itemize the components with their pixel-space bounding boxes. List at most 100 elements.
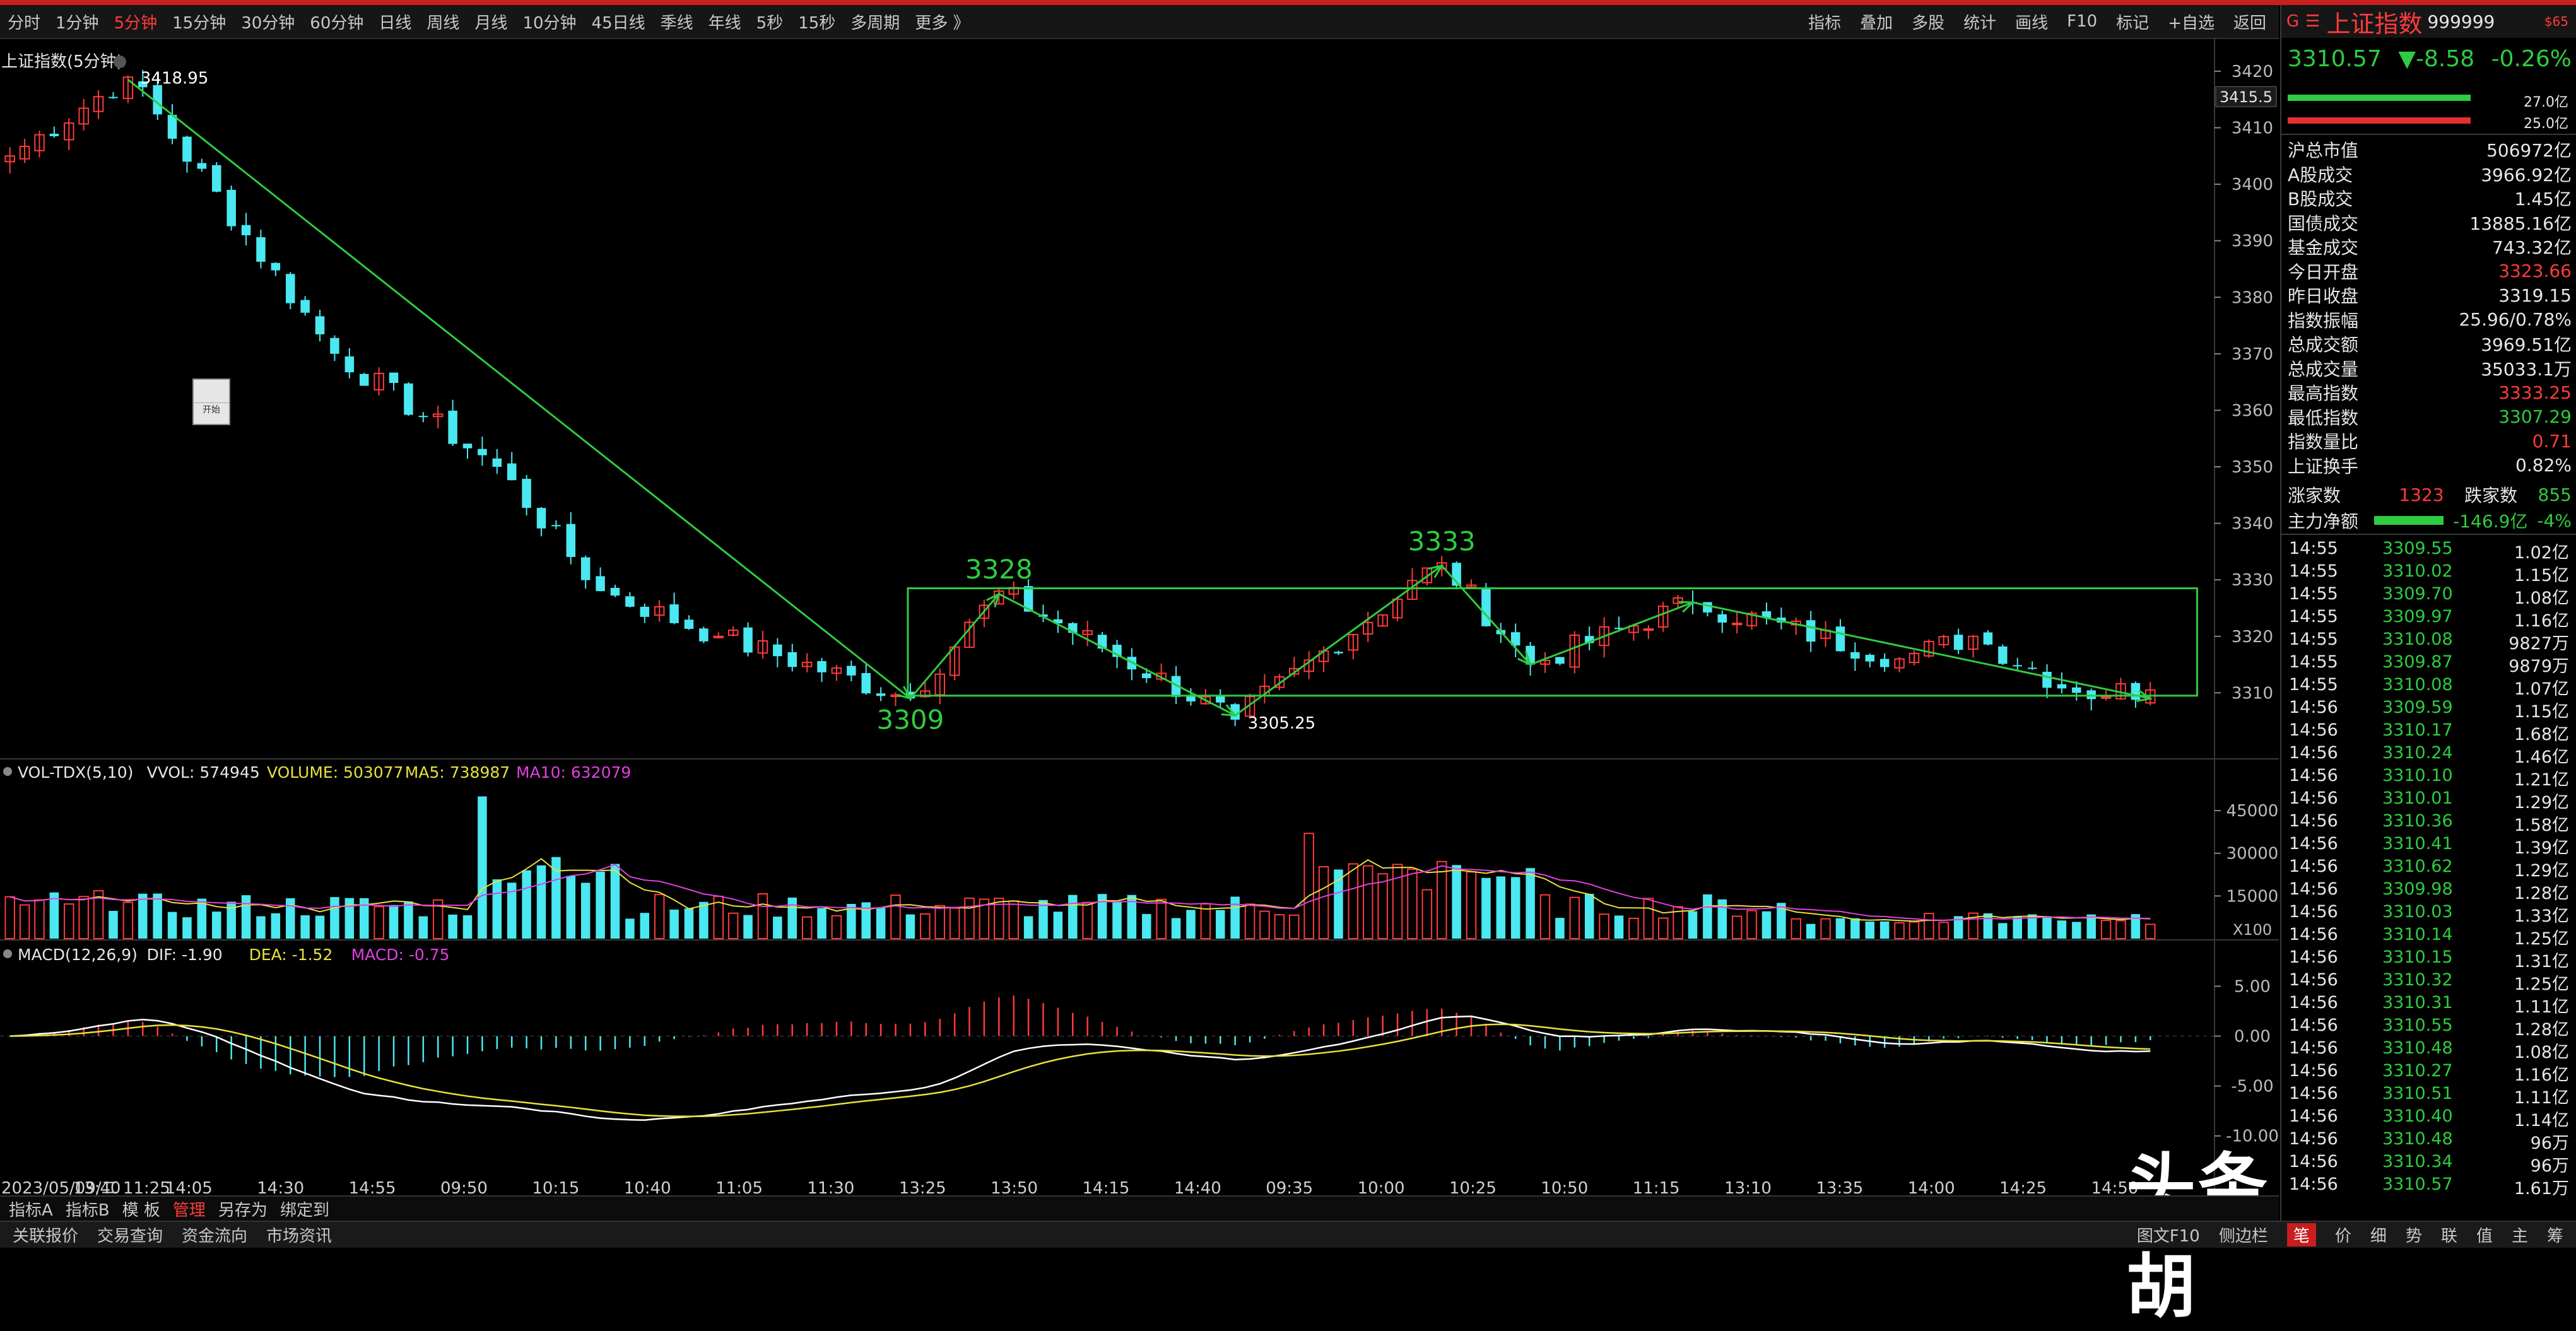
period-tab[interactable]: 45日线: [591, 13, 645, 33]
indicator-tab[interactable]: 指标B: [65, 1200, 110, 1220]
tick-vol: 1.25亿: [2514, 975, 2569, 994]
toolbar-action[interactable]: 多股: [1912, 13, 1945, 33]
menu-lines-icon[interactable]: ☰: [2305, 12, 2320, 31]
tick-price: 3310.14: [2382, 925, 2453, 944]
candle-body: [404, 383, 413, 415]
price-annotation: 3333: [1408, 525, 1476, 556]
volume-bar: [1777, 903, 1786, 939]
candle-body: [492, 458, 502, 467]
toolbar-action[interactable]: +自选: [2168, 13, 2214, 33]
period-tab[interactable]: 10分钟: [522, 13, 577, 33]
period-tab[interactable]: 季线: [660, 13, 693, 33]
side-tab[interactable]: 价: [2334, 1227, 2351, 1246]
time-axis-label: 14:30: [257, 1179, 304, 1195]
start-widget[interactable]: 开始: [192, 378, 230, 425]
stat-value: 1.45亿: [2514, 189, 2572, 209]
status-link[interactable]: 市场资讯: [266, 1227, 332, 1246]
volume-bar: [1938, 922, 1949, 939]
status-link[interactable]: 交易查询: [97, 1227, 163, 1246]
status-right-link[interactable]: 侧边栏: [2218, 1227, 2268, 1246]
title-close-icon: [114, 56, 126, 68]
volume-bar: [19, 904, 30, 939]
period-tab[interactable]: 60分钟: [310, 13, 364, 33]
toolbar-action[interactable]: 指标: [1808, 13, 1842, 33]
candle-body: [551, 525, 561, 527]
time-axis-label: 13:50: [991, 1179, 1038, 1195]
stat-value: 0.71: [2532, 430, 2572, 452]
toolbar-action[interactable]: 画线: [2015, 13, 2049, 33]
trend-arrow-head: [986, 592, 1001, 608]
period-tab[interactable]: 15分钟: [172, 13, 226, 33]
candlestick-chart[interactable]: 3420 3410 3400 3390 3380 3370 3360 3350 3340 3330…: [0, 38, 2279, 1195]
period-tab[interactable]: 日线: [379, 13, 412, 33]
toolbar-action[interactable]: 统计: [1963, 13, 1997, 33]
tick-row: 14:56 3310.17 1.68亿: [2288, 720, 2572, 744]
tick-price: 3309.59: [2382, 698, 2453, 717]
volume-bar: [684, 908, 694, 939]
indicator-tab[interactable]: 模 板: [122, 1200, 160, 1220]
tick-row: 14:55 3309.87 9879万: [2288, 652, 2572, 676]
indicator-tab[interactable]: 绑定到: [279, 1200, 329, 1220]
time-axis-label: 14:15: [1083, 1179, 1130, 1195]
candle-body: [389, 372, 399, 384]
volume-bar: [1569, 896, 1580, 940]
tick-row: 14:56 3310.32 1.25亿: [2288, 970, 2572, 994]
tick-vol: 1.15亿: [2514, 702, 2569, 722]
stat-label: A股成交: [2288, 164, 2353, 185]
period-tab[interactable]: 分时: [8, 13, 41, 33]
volume-bar: [861, 902, 871, 939]
volume-bar: [1053, 912, 1063, 939]
time-axis-label: 10:40: [624, 1179, 671, 1195]
period-tab[interactable]: 30分钟: [241, 13, 295, 33]
indicator-tab[interactable]: 管理: [172, 1200, 206, 1220]
tick-price: 3310.08: [2382, 630, 2453, 649]
period-tab[interactable]: 1分钟: [56, 13, 99, 33]
indicator-tab[interactable]: 另存为: [218, 1200, 268, 1220]
side-tab[interactable]: 细: [2370, 1227, 2387, 1246]
tick-price: 3310.34: [2382, 1152, 2453, 1171]
period-tab[interactable]: 周线: [426, 13, 460, 33]
volume-bar: [1008, 900, 1019, 940]
side-tab[interactable]: 联: [2440, 1227, 2457, 1246]
volume-bar: [1318, 866, 1329, 939]
volume-bar: [315, 915, 325, 939]
tick-vol: 1.21亿: [2514, 770, 2569, 790]
candle-body: [64, 122, 74, 141]
volume-tick-label: 45000: [2226, 802, 2279, 821]
candle-body: [19, 146, 30, 160]
period-tab[interactable]: 5分钟: [114, 13, 158, 33]
indicator-tab[interactable]: 指标A: [9, 1200, 53, 1220]
toolbar-action[interactable]: 返回: [2233, 13, 2266, 33]
indicator-tabs: 指标A 指标B 模 板管理 另存为 绑定到: [0, 1195, 2279, 1221]
volume-bar: [256, 916, 266, 939]
side-tab[interactable]: 笔: [2286, 1223, 2316, 1246]
side-tab[interactable]: 势: [2405, 1227, 2422, 1246]
candle-body: [1983, 632, 1993, 645]
toolbar-action[interactable]: 叠加: [1860, 13, 1893, 33]
tick-vol: 1.07亿: [2514, 679, 2569, 699]
candle-body: [1466, 584, 1477, 588]
period-tab[interactable]: 月线: [474, 13, 508, 33]
period-tab[interactable]: 年线: [708, 13, 741, 33]
period-tab[interactable]: 15秒: [798, 13, 836, 33]
macd-tick-label: -10.00: [2226, 1127, 2279, 1146]
tick-vol: 96万: [2530, 1134, 2569, 1153]
side-tab[interactable]: 筹: [2546, 1227, 2563, 1246]
side-tab[interactable]: 主: [2511, 1227, 2528, 1246]
period-tab[interactable]: 5秒: [756, 13, 784, 33]
status-link[interactable]: 资金流向: [182, 1227, 248, 1246]
status-right-link[interactable]: 图文F10: [2136, 1227, 2200, 1246]
side-tab[interactable]: 值: [2476, 1227, 2493, 1246]
period-tab[interactable]: 更多 》: [915, 13, 970, 33]
candle-body: [1968, 635, 1979, 650]
volume-bar: [1112, 901, 1122, 939]
toolbar-action[interactable]: 标记: [2116, 13, 2150, 33]
candle-body: [167, 115, 177, 139]
volume-bar: [1156, 898, 1167, 940]
volume-bar: [1068, 894, 1078, 939]
period-tab[interactable]: 多周期: [850, 13, 900, 33]
status-link[interactable]: 关联报价: [13, 1227, 79, 1246]
time-axis-label: 14:00: [1908, 1179, 1955, 1195]
trend-line: [127, 79, 911, 700]
toolbar-action[interactable]: F10: [2067, 12, 2098, 31]
